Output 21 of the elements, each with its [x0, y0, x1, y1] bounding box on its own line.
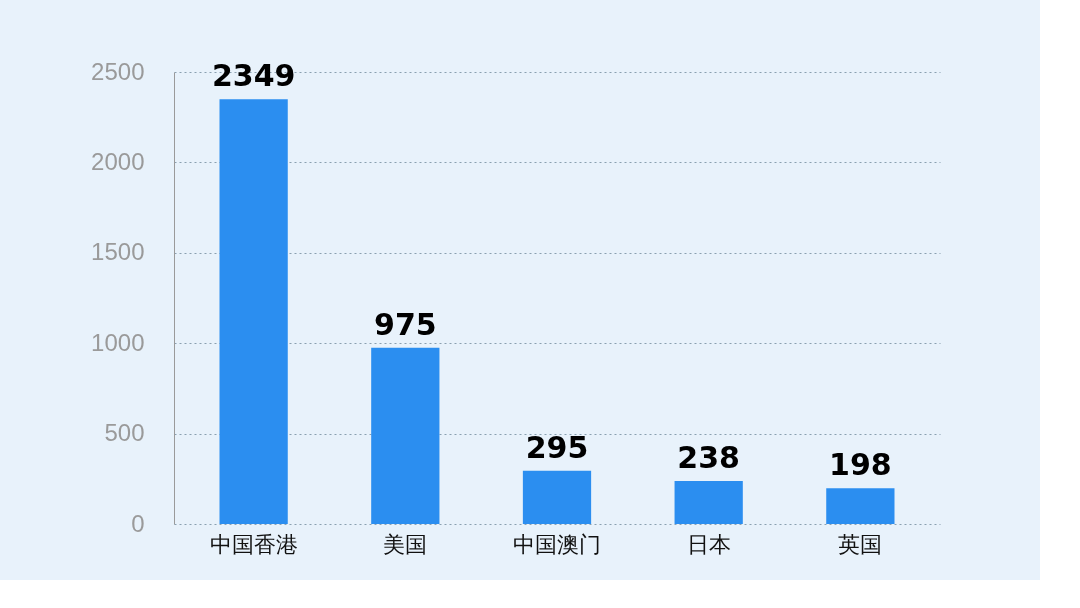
data-label: 295: [525, 429, 589, 465]
x-tick-label: 中国香港: [209, 531, 298, 557]
bar: [219, 99, 288, 524]
x-tick-label: 英国: [838, 531, 883, 557]
x-tick-label: 中国澳门: [513, 531, 601, 557]
data-label: 2349: [211, 58, 296, 94]
bar: [674, 480, 743, 524]
y-tick-label: 0: [131, 509, 145, 537]
data-label: 198: [829, 447, 892, 483]
y-tick-label: 2000: [91, 147, 145, 175]
y-tick-label: 2500: [91, 57, 145, 85]
y-tick-label: 1000: [91, 328, 145, 356]
y-tick-label: 500: [104, 419, 145, 447]
data-label: 975: [374, 306, 437, 342]
y-tick-label: 1500: [91, 238, 145, 266]
x-tick-label: 日本: [686, 531, 731, 557]
bar: [522, 470, 592, 524]
bar: [826, 488, 895, 524]
x-tick-label: 美国: [383, 531, 428, 557]
data-label: 238: [677, 439, 740, 475]
bar: [371, 347, 440, 524]
